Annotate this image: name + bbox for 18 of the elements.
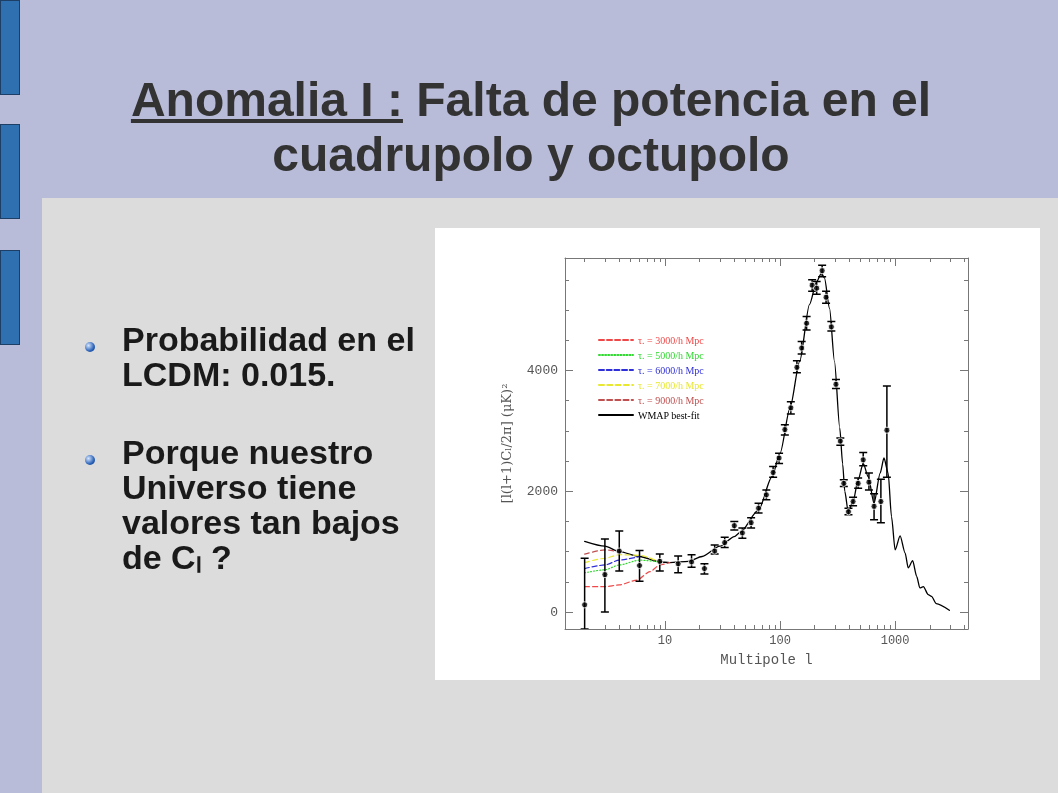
x-tick-label: 10 [657,634,673,648]
legend-label: WMAP best-fit [638,409,700,421]
x-tick-label: 1000 [880,634,910,648]
legend-label: τ. = 5000/h Mpc [638,349,705,361]
line-series [584,555,641,570]
legend-label: τ. = 7000/h Mpc [638,379,705,391]
y-tick-label: 4000 [526,362,558,378]
chart-title: Anomalia I : Falta de potencia en el cuadrupolo y octupolo [130,73,932,181]
x-tick-label: 100 [769,634,791,648]
y-tick-label: 0 [550,604,558,620]
legend-label: τ. = 3000/h Mpc [638,334,705,346]
legend-label: τ. = 9000/h Mpc [638,394,705,406]
legend-label: τ. = 6000/h Mpc [638,364,705,376]
y-tick-label: 2000 [526,483,558,499]
x-axis-title: Multipole l [720,652,813,668]
y-axis-title: [l(l+1)Cₗ/2π] (μK)² [499,383,514,504]
text: Probabilidad en el LCDM: 0.015. [122,320,415,393]
text: Porque nuestro Universo tiene valores tan bajos de Cₗ ? [122,433,400,576]
